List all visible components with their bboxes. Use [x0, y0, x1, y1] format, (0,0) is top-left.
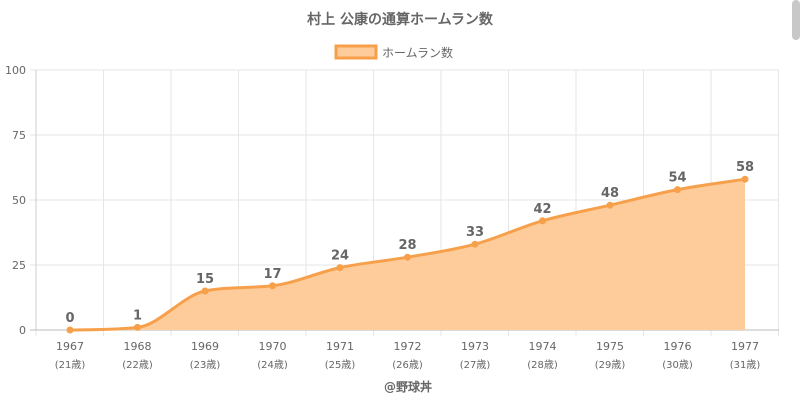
series-home-runs: [66, 175, 749, 334]
data-point[interactable]: [404, 253, 411, 261]
data-label: 28: [398, 238, 416, 253]
series-area: [70, 179, 745, 330]
x-tick-label: 1974: [529, 340, 557, 353]
data-point[interactable]: [539, 217, 546, 225]
x-tick-sublabel: (30歳): [662, 359, 693, 371]
data-point[interactable]: [471, 240, 479, 248]
y-tick-label: 25: [12, 259, 26, 272]
x-tick-sublabel: (21歳): [55, 359, 86, 371]
legend[interactable]: ホームラン数: [334, 44, 453, 60]
y-tick-label: 0: [19, 324, 26, 337]
x-tick-label: 1977: [731, 340, 759, 353]
data-label: 58: [736, 160, 754, 175]
data-label: 48: [601, 186, 619, 201]
x-tick-label: 1971: [326, 340, 354, 353]
data-point[interactable]: [201, 287, 209, 295]
data-label: 0: [65, 311, 74, 326]
x-tick-sublabel: (22歳): [122, 359, 153, 371]
data-point[interactable]: [606, 201, 614, 209]
data-point[interactable]: [134, 323, 141, 331]
x-tick-label: 1972: [394, 340, 422, 353]
data-label: 17: [263, 267, 281, 282]
x-tick-sublabel: (25歳): [325, 359, 356, 371]
x-tick-label: 1973: [461, 340, 489, 353]
x-tick-label: 1969: [191, 340, 219, 353]
data-labels: 0 1 15 17 24 28 33 42 48 54 58: [65, 160, 754, 326]
x-tick-label: 1970: [259, 340, 287, 353]
data-label: 1: [133, 308, 142, 323]
y-tick-label: 100: [5, 64, 26, 77]
data-point[interactable]: [741, 175, 749, 183]
data-label: 42: [533, 202, 551, 217]
y-tick-label: 75: [12, 129, 26, 142]
x-tick-sublabel: (26歳): [392, 359, 423, 371]
data-point[interactable]: [674, 186, 681, 194]
data-point[interactable]: [66, 326, 74, 334]
x-tick-label: 1975: [596, 340, 624, 353]
scrollbar[interactable]: [792, 0, 800, 40]
legend-swatch: [334, 44, 378, 60]
data-label: 24: [331, 249, 349, 264]
x-tick-sublabel: (29歳): [595, 359, 626, 371]
data-label: 33: [466, 225, 484, 240]
data-label: 54: [668, 171, 686, 186]
x-tick-sublabel: (23歳): [190, 359, 221, 371]
data-point[interactable]: [336, 264, 344, 272]
x-tick-label: 1967: [56, 340, 84, 353]
x-tick-sublabel: (27歳): [460, 359, 491, 371]
x-tick-sublabel: (28歳): [527, 359, 558, 371]
y-tick-label: 50: [12, 194, 26, 207]
x-tick-label: 1976: [664, 340, 692, 353]
x-tick-label: 1968: [124, 340, 152, 353]
footer-credit: @野球丼: [384, 379, 432, 394]
x-tick-sublabel: (31歳): [730, 359, 761, 371]
legend-label: ホームラン数: [382, 45, 453, 60]
y-axis: 0 25 50 75 100: [5, 64, 37, 337]
x-tick-sublabel: (24歳): [257, 359, 288, 371]
chart-title: 村上 公康の通算ホームラン数: [307, 11, 494, 28]
data-label: 15: [196, 272, 214, 287]
data-point[interactable]: [269, 282, 276, 290]
x-axis: 1967 (21歳) 1968 (22歳) 1969 (23歳) 1970 (24歳) 1971…: [30, 329, 779, 371]
